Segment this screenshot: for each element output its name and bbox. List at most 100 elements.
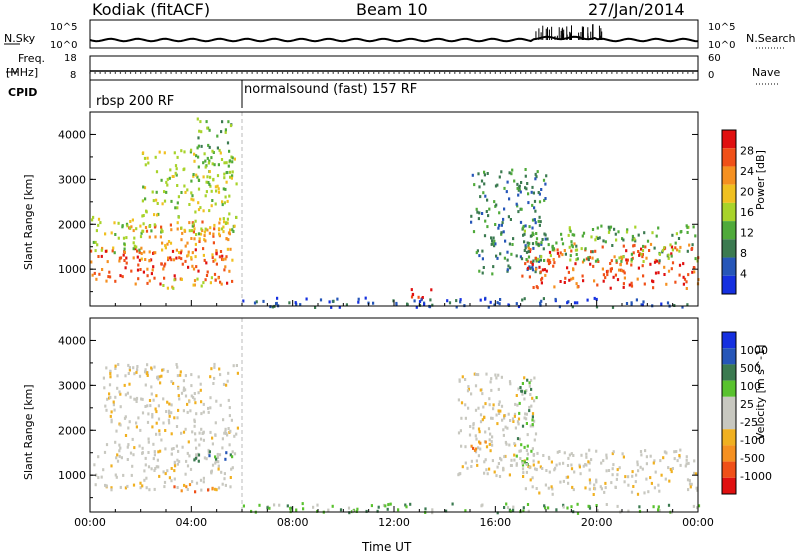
velocity-cell bbox=[494, 374, 496, 377]
power-cell bbox=[525, 168, 527, 171]
nave-dot bbox=[454, 72, 455, 73]
velocity-cell bbox=[384, 504, 386, 507]
power-cell bbox=[200, 233, 202, 236]
power-cell bbox=[262, 300, 264, 303]
power-cell bbox=[560, 280, 562, 283]
power-cell bbox=[206, 120, 208, 123]
nave-dot bbox=[479, 72, 480, 73]
power-cell bbox=[535, 268, 537, 271]
time-xtick-label: 00:00 bbox=[74, 516, 106, 529]
velocity-cell bbox=[117, 363, 119, 366]
power-cell bbox=[501, 224, 503, 227]
power-cell bbox=[153, 277, 155, 280]
power-cell bbox=[140, 247, 142, 250]
velocity-cell bbox=[485, 441, 487, 444]
velocity-cell bbox=[679, 449, 681, 452]
velocity-cell bbox=[533, 377, 535, 380]
velocity-cell bbox=[145, 463, 147, 466]
velocity-cell bbox=[152, 443, 154, 446]
velocity-cell bbox=[378, 506, 380, 509]
nave-dot bbox=[444, 72, 445, 73]
power-cell bbox=[695, 257, 697, 260]
velocity-cell bbox=[492, 459, 494, 462]
velocity-cell bbox=[371, 504, 373, 507]
power-cell bbox=[195, 248, 197, 251]
velocity-cell bbox=[273, 503, 275, 506]
power-cell bbox=[631, 253, 633, 256]
velocity-cell bbox=[101, 476, 103, 479]
power-cell bbox=[218, 233, 220, 236]
power-cell bbox=[651, 231, 653, 234]
velocity-cell bbox=[671, 470, 673, 473]
nave-dot bbox=[611, 72, 612, 73]
velocity-cell bbox=[144, 405, 146, 408]
power-cell bbox=[671, 234, 673, 237]
power-cell bbox=[527, 201, 529, 204]
power-cell bbox=[675, 242, 677, 245]
velocity-cell bbox=[158, 404, 160, 407]
power-cell bbox=[164, 200, 166, 203]
power-cell bbox=[145, 226, 147, 229]
velocity-cell bbox=[146, 486, 148, 489]
power-cell bbox=[94, 272, 96, 275]
velocity-cell bbox=[129, 420, 131, 423]
velocity-cell bbox=[522, 425, 524, 428]
velocity-cell bbox=[195, 412, 197, 415]
velocity-cell bbox=[151, 425, 153, 428]
velocity-cell bbox=[180, 432, 182, 435]
velocity-cell bbox=[104, 405, 106, 408]
power-cell bbox=[212, 178, 214, 181]
velocity-cell bbox=[117, 460, 119, 463]
nave-dot bbox=[201, 72, 202, 73]
power-cell bbox=[217, 147, 219, 150]
power-cell bbox=[631, 285, 633, 288]
velocity-cell bbox=[115, 456, 117, 459]
power-cell bbox=[511, 169, 513, 172]
velocity-cell bbox=[202, 432, 204, 435]
nave-dot bbox=[196, 72, 197, 73]
power-cell bbox=[662, 249, 664, 252]
velocity-cell bbox=[125, 434, 127, 437]
velocity-cell bbox=[266, 506, 268, 509]
nave-dot bbox=[246, 72, 247, 73]
nave-dot bbox=[520, 72, 521, 73]
power-cell bbox=[181, 278, 183, 281]
power-cell bbox=[172, 175, 174, 178]
velocity-cell bbox=[524, 446, 526, 449]
velocity-cell bbox=[203, 439, 205, 442]
power-cell bbox=[476, 211, 478, 214]
velocity-cell bbox=[530, 405, 532, 408]
velocity-cell bbox=[119, 424, 121, 427]
power-cell bbox=[660, 303, 662, 306]
nave-dot bbox=[312, 72, 313, 73]
velocity-cell bbox=[469, 434, 471, 437]
power-cell bbox=[159, 151, 161, 154]
power-cell bbox=[191, 194, 193, 197]
velocity-cell bbox=[594, 487, 596, 490]
power-cell bbox=[481, 180, 483, 183]
power-cell bbox=[569, 259, 571, 262]
velocity-cell bbox=[220, 471, 222, 474]
velocity-cell bbox=[690, 485, 692, 488]
nave-dot bbox=[393, 72, 394, 73]
power-cell bbox=[113, 221, 115, 224]
velocity-cell bbox=[116, 374, 118, 377]
power-cell bbox=[577, 257, 579, 260]
power-cell bbox=[178, 256, 180, 259]
power-cell bbox=[622, 239, 624, 242]
nave-dot bbox=[409, 72, 410, 73]
velocity-cell bbox=[522, 462, 524, 465]
nave-dot bbox=[692, 72, 693, 73]
power-cell bbox=[669, 243, 671, 246]
power-cell bbox=[178, 251, 180, 254]
velocity-cell bbox=[479, 448, 481, 451]
velocity-cell bbox=[212, 442, 214, 445]
power-cell bbox=[534, 210, 536, 213]
power-cell bbox=[143, 271, 145, 274]
power-cell bbox=[173, 278, 175, 281]
power-cell bbox=[204, 234, 206, 237]
velocity-cell bbox=[480, 389, 482, 392]
power-cell bbox=[503, 208, 505, 211]
velocity-cell bbox=[567, 464, 569, 467]
velocity-cell bbox=[173, 469, 175, 472]
